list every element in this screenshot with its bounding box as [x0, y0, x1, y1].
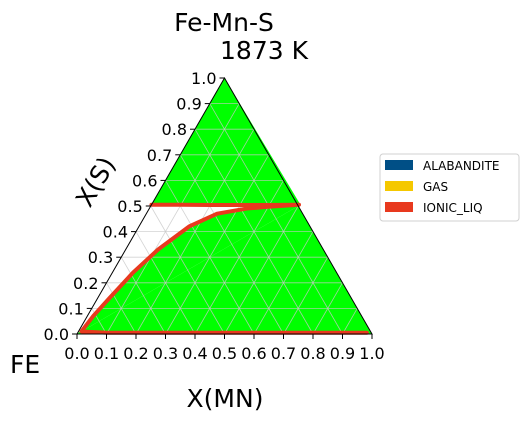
y-axis-label: X(S)	[70, 152, 121, 212]
y-tick-label: 0.8	[162, 120, 187, 139]
x-tick-label: 0.3	[153, 344, 178, 363]
grid-line	[135, 231, 196, 335]
x-tick-label: 0.1	[94, 344, 119, 363]
legend-swatch	[385, 202, 413, 212]
y-tick-label: 0.1	[58, 299, 83, 318]
grid-line	[120, 257, 166, 335]
y-tick-label: 0.2	[73, 274, 98, 293]
x-tick-label: 0.7	[271, 344, 296, 363]
region-two-phase-lower	[77, 203, 299, 334]
grid-line	[194, 129, 314, 335]
grid-line	[342, 308, 358, 335]
grid-line	[179, 154, 284, 335]
legend-swatch	[385, 181, 413, 191]
x-tick-label: 0.2	[123, 344, 148, 363]
grid-line	[283, 257, 329, 335]
legend-swatch	[385, 160, 413, 170]
axis-ticks: 0.0 0.1 0.2 0.3 0.4 0.5 0.6 0.7 0.8 0.9 1.00.00.10…	[44, 69, 385, 363]
corner-label-fe: FE	[10, 350, 40, 379]
x-tick-label: 0.6	[241, 344, 266, 363]
x-tick-label: 0.8	[300, 344, 325, 363]
grid-line	[209, 103, 343, 335]
y-tick-label: 0.4	[103, 223, 128, 242]
legend-label: IONIC_LIQ	[423, 201, 483, 215]
chart-title: Fe-Mn-S	[174, 8, 274, 37]
phase-regions	[77, 78, 372, 334]
y-tick-label: 0.5	[117, 197, 142, 216]
y-tick-label: 0.3	[88, 248, 113, 267]
legend-label: GAS	[423, 180, 448, 194]
phase-boundaries	[79, 202, 369, 335]
y-tick-label: 1.0	[191, 69, 216, 88]
grid-line	[106, 103, 240, 335]
region-two-phase-upper	[152, 78, 300, 204]
region-two-phase-right	[77, 206, 372, 334]
x-tick-label: 0.0	[64, 344, 89, 363]
y-tick-label: 0.0	[44, 325, 69, 344]
legend-label: ALABANDITE	[423, 159, 500, 173]
y-tick-label: 0.9	[176, 95, 201, 114]
x-axis-label: X(MN)	[187, 384, 264, 413]
grid-line	[224, 205, 299, 335]
x-tick-label: 0.4	[182, 344, 207, 363]
grid-lines	[91, 103, 358, 335]
grid-line	[106, 282, 137, 335]
y-tick-label: 0.7	[147, 146, 172, 165]
y-tick-label: 0.6	[132, 171, 157, 190]
x-tick-label: 1.0	[359, 344, 384, 363]
boundary-ionic_liq	[79, 202, 369, 335]
legend: ALABANDITE GAS IONIC_LIQ	[379, 153, 520, 222]
grid-line	[150, 205, 225, 335]
grid-line	[165, 154, 270, 335]
x-tick-label: 0.5	[212, 344, 237, 363]
x-tick-label: 0.9	[330, 344, 355, 363]
legend-box	[379, 153, 520, 222]
chart-subtitle: 1873 K	[220, 36, 309, 65]
